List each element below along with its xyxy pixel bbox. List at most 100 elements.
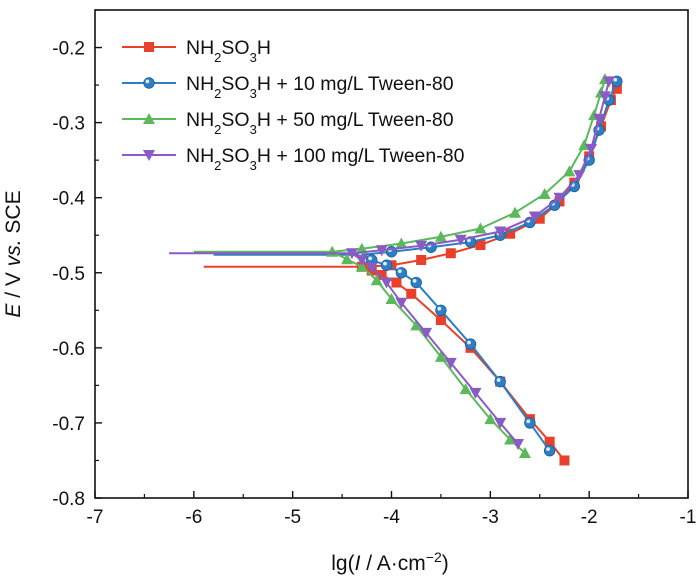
legend-label: NH2SO3H + 50 mg/L Tween-80 — [186, 109, 454, 137]
series-marker — [454, 234, 467, 246]
x-tick-label: -5 — [284, 507, 301, 528]
series-marker — [370, 274, 383, 286]
x-tick-label: -1 — [680, 507, 697, 528]
series-marker — [505, 228, 516, 239]
series-marker — [598, 91, 611, 103]
series-marker — [365, 262, 378, 274]
series-marker — [459, 383, 472, 395]
marker-highlight — [368, 256, 373, 261]
series-marker — [380, 259, 393, 271]
legend: NH2SO3H NH2SO3H + 10 mg/L Tween-80 NH2SO3H… — [122, 37, 465, 173]
series-marker — [410, 319, 423, 331]
legend-entry: NH2SO3H + 50 mg/L Tween-80 — [122, 109, 454, 137]
marker-highlight — [145, 79, 150, 84]
y-tick-labels: -0.8 -0.7 -0.6 -0.5 -0.4 -0.3 -0.2 — [52, 39, 85, 510]
y-tick-label: -0.7 — [52, 414, 85, 435]
marker-highlight — [496, 378, 501, 382]
marker-highlight — [383, 261, 387, 266]
legend-label: NH2SO3H + 10 mg/L Tween-80 — [186, 73, 454, 101]
y-tick-label: -0.4 — [52, 189, 85, 210]
x-tick-label: -6 — [185, 507, 202, 528]
series-marker — [593, 113, 606, 125]
series-marker — [585, 143, 598, 155]
series-marker — [375, 245, 388, 257]
series-marker — [544, 436, 555, 447]
series-marker — [611, 83, 622, 94]
series-marker — [543, 445, 556, 457]
series-marker — [494, 226, 507, 238]
series-marker — [538, 187, 551, 199]
series-marker — [376, 270, 387, 281]
y-tick-label: -0.2 — [52, 39, 85, 60]
series-marker — [435, 304, 447, 317]
series-marker — [512, 438, 525, 450]
legend-entry: NH2SO3H + 10 mg/L Tween-80 — [122, 73, 454, 101]
legend-entry: NH2SO3H — [122, 37, 271, 65]
axis-ticks — [94, 9, 689, 499]
series-marker — [518, 446, 531, 458]
x-tick-label: -3 — [482, 507, 499, 528]
series-marker — [341, 253, 354, 265]
series-marker — [355, 255, 368, 267]
legend-marker — [144, 42, 154, 52]
series-marker — [534, 213, 545, 224]
series-marker — [380, 277, 393, 289]
series-marker — [528, 211, 541, 223]
marker-highlight — [467, 340, 471, 345]
series-marker — [444, 357, 457, 369]
x-tick-labels: -7 -6 -5 -4 -3 -2 -1 — [87, 507, 697, 528]
marker-highlight — [437, 306, 442, 311]
series-marker — [410, 276, 422, 289]
series-marker — [416, 255, 427, 266]
series-marker — [395, 297, 408, 309]
legend-label: NH2SO3H + 100 mg/L Tween-80 — [186, 145, 465, 173]
series-marker — [494, 417, 507, 429]
x-tick-label: -2 — [581, 507, 598, 528]
series-marker — [602, 76, 615, 88]
series-marker — [434, 230, 447, 242]
series-marker — [509, 206, 522, 218]
marker-highlight — [546, 447, 550, 452]
marker-highlight — [412, 279, 417, 283]
y-tick-label: -0.5 — [52, 264, 85, 285]
series-marker — [391, 277, 402, 288]
series-line — [331, 250, 526, 454]
series-marker — [475, 239, 486, 250]
marker-highlight — [467, 238, 471, 243]
y-tick-label: -0.6 — [52, 339, 85, 360]
series-marker — [553, 192, 566, 204]
legend-marker — [143, 77, 155, 89]
y-tick-label: -0.8 — [52, 489, 85, 510]
series-marker — [494, 375, 506, 388]
series-line — [361, 80, 618, 256]
series-1 — [203, 83, 622, 466]
series-marker — [395, 237, 408, 249]
series-marker — [385, 293, 398, 305]
series-marker — [524, 417, 536, 429]
y-tick-label: -0.3 — [52, 114, 85, 135]
x-tick-label: -7 — [87, 507, 104, 528]
series-marker — [484, 413, 497, 425]
series-4 — [169, 76, 615, 450]
marker-highlight — [613, 77, 618, 82]
series-marker — [435, 315, 446, 326]
x-tick-label: -4 — [383, 507, 400, 528]
series-marker — [563, 165, 576, 177]
marker-highlight — [397, 269, 402, 274]
series-marker — [559, 455, 570, 466]
legend-entry: NH2SO3H + 100 mg/L Tween-80 — [122, 145, 465, 173]
marker-highlight — [526, 419, 531, 424]
series-marker — [474, 222, 487, 234]
legend-marker — [143, 113, 155, 124]
series-marker — [420, 327, 433, 339]
series-marker — [573, 170, 586, 182]
series-marker — [406, 288, 417, 299]
y-axis-title: E / V vs. SCE — [2, 190, 25, 317]
series-line — [361, 253, 551, 452]
series-marker — [415, 240, 428, 252]
series-marker — [464, 338, 477, 350]
series-marker — [445, 248, 456, 259]
legend-marker — [143, 150, 155, 161]
x-axis-title: lg(I / A·cm−2) — [331, 549, 449, 575]
